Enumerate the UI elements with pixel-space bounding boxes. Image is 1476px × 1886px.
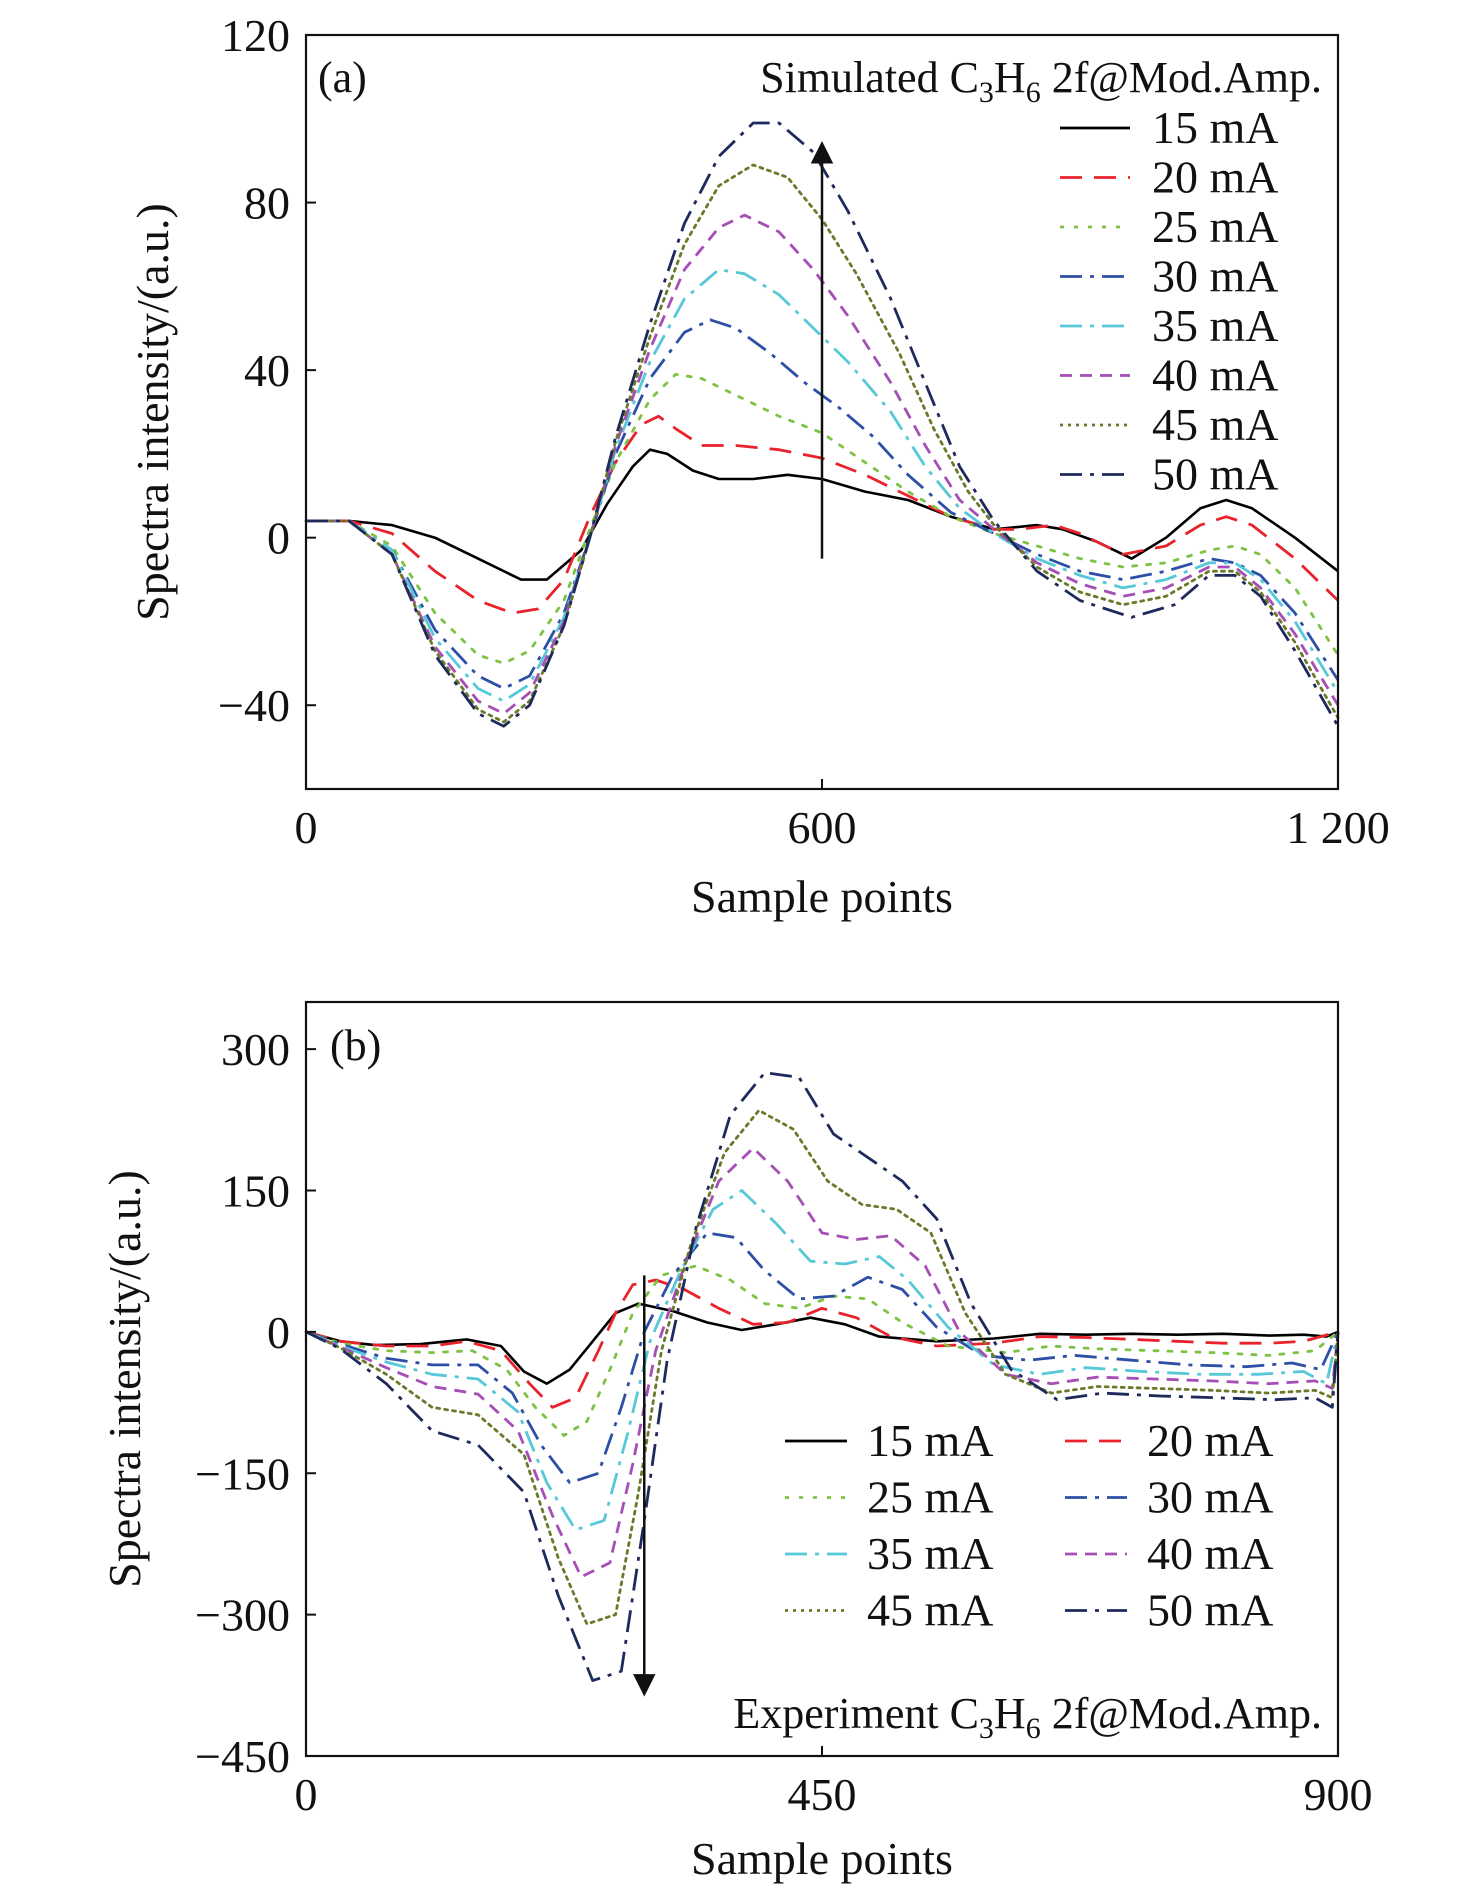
series-line-a-3 [304,372,1340,665]
panel-label-a: (a) [318,53,367,102]
series-line-a-8 [306,121,1340,728]
y-ticks-b: −450 −300 −150 0 150 300 [195,1024,316,1782]
x-tick-label-a: 1 200 [1286,802,1390,853]
series-line-a-1 [306,448,1339,581]
series-line-b-8 [305,1071,1340,1682]
panel-label-b: (b) [330,1021,381,1070]
legend-label-b-1: 15 mA [867,1415,994,1466]
y-tick-label-b: 0 [267,1307,290,1358]
y-tick-label-a: 80 [244,178,290,229]
legend-label-a-2: 20 mA [1152,152,1279,203]
series-line-b-2 [305,1278,1339,1409]
chart-panel-b: −450 −300 −150 0 150 300 0 450 900 (b) Experime… [99,1000,1373,1884]
y-tick-label-b: 150 [221,1166,290,1217]
legend-label-b-6: 40 mA [1147,1528,1274,1579]
y-axis-label-a: Spectra intensity/(a.u.) [127,203,178,621]
series-line-b-7 [304,1109,1340,1626]
series-lines-b [304,1071,1340,1682]
legend-label-a-4: 30 mA [1152,251,1279,302]
y-tick-label-b: −150 [195,1448,290,1499]
series-line-b-1 [305,1302,1339,1385]
x-axis-label-a: Sample points [691,871,953,922]
y-tick-label-b: −300 [195,1590,290,1641]
legend-label-a-3: 25 mA [1152,201,1279,252]
x-tick-label-b: 900 [1304,1769,1373,1820]
legend-label-a-6: 40 mA [1152,350,1279,401]
y-tick-label-a: 120 [221,10,290,61]
legend-label-a-8: 50 mA [1152,449,1279,500]
x-ticks-a: 0 600 1 200 [295,779,1390,853]
series-lines-a [304,121,1340,728]
series-line-a-5 [306,268,1340,703]
legend-label-b-5: 35 mA [867,1528,994,1579]
series-line-a-6 [306,213,1340,715]
y-tick-label-a: 0 [267,513,290,564]
legend-label-b-3: 25 mA [867,1472,994,1523]
x-tick-label-b: 450 [788,1769,857,1820]
y-tick-label-a: 40 [244,345,290,396]
y-tick-label-a: −40 [218,680,290,731]
legend-label-b-7: 45 mA [867,1585,994,1636]
chart-panel-a: −40 0 40 80 120 0 600 1 200 (a) Simulated C3H6… [127,10,1390,922]
x-tick-label-a: 600 [788,802,857,853]
legend-label-b-4: 30 mA [1147,1472,1274,1523]
series-line-b-6 [305,1146,1340,1579]
x-ticks-b: 0 450 900 [295,1746,1373,1820]
series-line-a-4 [306,318,1340,690]
legend-b: 15 mA 20 mA 25 mA 30 mA 35 mA 40 mA 45 mA 50 mA [785,1415,1274,1636]
y-ticks-a: −40 0 40 80 120 [218,10,316,731]
y-axis-label-b: Spectra intensity/(a.u.) [99,1170,150,1588]
legend-label-b-2: 20 mA [1147,1415,1274,1466]
x-tick-label-b: 0 [295,1769,318,1820]
x-axis-label-b: Sample points [691,1833,953,1884]
series-line-b-5 [305,1189,1340,1532]
series-line-a-7 [304,163,1340,724]
legend-label-b-8: 50 mA [1147,1585,1274,1636]
chart-title-a: Simulated C3H6 2f@Mod.Amp. [760,53,1322,109]
series-line-a-2 [306,414,1339,615]
chart-title-b: Experiment C3H6 2f@Mod.Amp. [733,1689,1322,1745]
x-tick-label-a: 0 [295,802,318,853]
y-tick-label-b: 300 [221,1024,290,1075]
legend-label-a-7: 45 mA [1152,399,1279,450]
series-line-b-3 [304,1264,1340,1437]
legend-label-a-5: 35 mA [1152,300,1279,351]
y-tick-label-b: −450 [195,1731,290,1782]
legend-label-a-1: 15 mA [1152,102,1279,153]
